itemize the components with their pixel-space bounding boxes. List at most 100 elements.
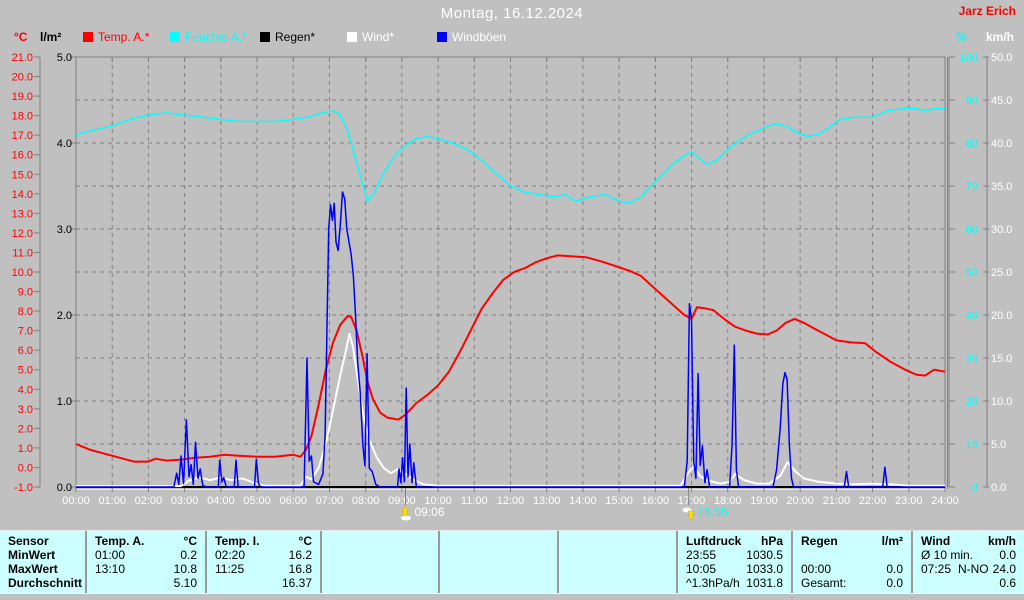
table-row: 00:00 0.0 — [801, 562, 903, 576]
svg-text:08:00: 08:00 — [352, 495, 380, 507]
stats-table: Sensor MinWert MaxWert Durchschnitt Temp… — [0, 530, 1024, 594]
svg-text:40: 40 — [966, 310, 978, 322]
table-row: Ø 10 min. 0.0 — [921, 548, 1016, 562]
svg-text:16.0: 16.0 — [12, 150, 33, 162]
svg-text:50: 50 — [966, 267, 978, 279]
series-windben — [76, 191, 945, 488]
svg-text:15.0: 15.0 — [12, 169, 33, 181]
svg-text:30: 30 — [966, 353, 978, 365]
stats-col-empty-1 — [322, 531, 440, 593]
svg-text:15:00: 15:00 — [605, 495, 633, 507]
legend-label: Temp. A.* — [98, 30, 150, 44]
sun-time: 16:55 — [697, 505, 728, 519]
table-row: 16.37 — [281, 576, 312, 590]
sun-time: 09:06 — [414, 505, 445, 519]
stats-col-temp-i: Temp. I. °C 02:20 16.2 11:25 16.8 16.37 — [207, 531, 322, 593]
grid-lines — [76, 57, 945, 487]
table-row: 10:05 1033.0 — [686, 562, 783, 576]
svg-text:16:00: 16:00 — [642, 495, 670, 507]
svg-text:19:00: 19:00 — [750, 495, 778, 507]
table-row: ^1.3hPa/h 1031.8 — [686, 576, 783, 590]
stats-col-empty-3 — [559, 531, 678, 593]
svg-text:10: 10 — [966, 439, 978, 451]
stats-col-rain: Regen l/m² 00:00 0.0 Gesamt: 0.0 — [793, 531, 913, 593]
svg-text:80: 80 — [966, 138, 978, 150]
legend-item-wind: Wind* — [347, 30, 394, 44]
svg-text:10:00: 10:00 — [424, 495, 452, 507]
legend-label: Feuchte A.* — [185, 30, 248, 44]
svg-text:70: 70 — [966, 181, 978, 193]
temp-swatch-icon — [83, 32, 93, 42]
svg-text:23:00: 23:00 — [895, 495, 923, 507]
table-row — [793, 548, 911, 562]
svg-text:30.0: 30.0 — [991, 224, 1012, 236]
svg-text:25.0: 25.0 — [991, 267, 1012, 279]
svg-text:35.0: 35.0 — [991, 181, 1012, 193]
svg-text:20.0: 20.0 — [12, 72, 33, 84]
sunset-icon — [682, 505, 698, 524]
axes: 00:00 01:00 02:00 03:00 04:00 05:00 06:00 07:00… — [12, 52, 1013, 507]
row-label: MaxWert — [8, 562, 58, 576]
svg-text:13.0: 13.0 — [12, 208, 33, 220]
svg-text:15.0: 15.0 — [991, 353, 1012, 365]
humidity-swatch-icon — [170, 32, 180, 42]
chart-legend: °C l/m² Temp. A.* Feuchte A.* Regen* Win… — [0, 30, 1024, 46]
legend-label: Wind* — [362, 30, 395, 44]
unit-label-percent: % — [956, 30, 967, 44]
svg-text:04:00: 04:00 — [207, 495, 235, 507]
svg-text:5.0: 5.0 — [18, 365, 33, 377]
page-title: Montag, 16.12.2024 — [440, 5, 584, 22]
svg-text:12.0: 12.0 — [12, 228, 33, 240]
svg-text:4.0: 4.0 — [18, 384, 33, 396]
svg-text:9.0: 9.0 — [18, 287, 33, 299]
svg-text:17:00: 17:00 — [678, 495, 706, 507]
svg-text:10.0: 10.0 — [12, 267, 33, 279]
table-row: Gesamt: 0.0 — [801, 576, 903, 590]
svg-text:0.0: 0.0 — [57, 482, 72, 494]
svg-text:50.0: 50.0 — [991, 52, 1012, 64]
svg-text:01:00: 01:00 — [98, 495, 126, 507]
svg-text:3.0: 3.0 — [57, 224, 72, 236]
svg-text:0.0: 0.0 — [18, 462, 33, 474]
sunrise-icon — [398, 505, 414, 524]
svg-text:1.0: 1.0 — [18, 443, 33, 455]
stats-col-temp-a: Temp. A. °C 01:00 0.2 13:10 10.8 5.10 — [87, 531, 207, 593]
svg-text:1.0: 1.0 — [57, 396, 72, 408]
table-row: 13:10 10.8 — [95, 562, 197, 576]
svg-text:2.0: 2.0 — [18, 423, 33, 435]
svg-text:17.0: 17.0 — [12, 130, 33, 142]
svg-text:0.0: 0.0 — [991, 482, 1006, 494]
svg-text:2.0: 2.0 — [57, 310, 72, 322]
svg-text:18:00: 18:00 — [714, 495, 742, 507]
svg-text:11.0: 11.0 — [12, 247, 33, 259]
svg-text:-1.0: -1.0 — [14, 482, 33, 494]
svg-text:20: 20 — [966, 396, 978, 408]
svg-text:12:00: 12:00 — [497, 495, 525, 507]
svg-text:09:00: 09:00 — [388, 495, 416, 507]
table-row: 0.6 — [999, 576, 1016, 590]
stats-row-labels: Sensor MinWert MaxWert Durchschnitt — [0, 531, 87, 593]
svg-text:03:00: 03:00 — [171, 495, 199, 507]
rain-swatch-icon — [260, 32, 270, 42]
svg-text:5.0: 5.0 — [991, 439, 1006, 451]
svg-text:05:00: 05:00 — [243, 495, 271, 507]
table-row: 5.10 — [173, 576, 197, 590]
table-row: 07:25 N-NO 24.0 — [921, 562, 1016, 576]
svg-text:00:00: 00:00 — [62, 495, 90, 507]
legend-item-temp: Temp. A.* — [83, 30, 149, 44]
svg-text:3.0: 3.0 — [18, 404, 33, 416]
svg-text:45.0: 45.0 — [991, 95, 1012, 107]
svg-text:6.0: 6.0 — [18, 345, 33, 357]
svg-text:8.0: 8.0 — [18, 306, 33, 318]
sunset-annotation: 16:55 — [682, 505, 728, 524]
legend-item-humidity: Feuchte A.* — [170, 30, 247, 44]
svg-text:40.0: 40.0 — [991, 138, 1012, 150]
row-label: Durchschnitt — [8, 576, 83, 590]
svg-text:06:00: 06:00 — [279, 495, 307, 507]
sunrise-annotation: 09:06 — [398, 505, 445, 524]
svg-text:24:00: 24:00 — [931, 495, 959, 507]
svg-text:0: 0 — [972, 482, 978, 494]
svg-text:100: 100 — [960, 52, 978, 64]
svg-text:60: 60 — [966, 224, 978, 236]
wind-swatch-icon — [347, 32, 357, 42]
